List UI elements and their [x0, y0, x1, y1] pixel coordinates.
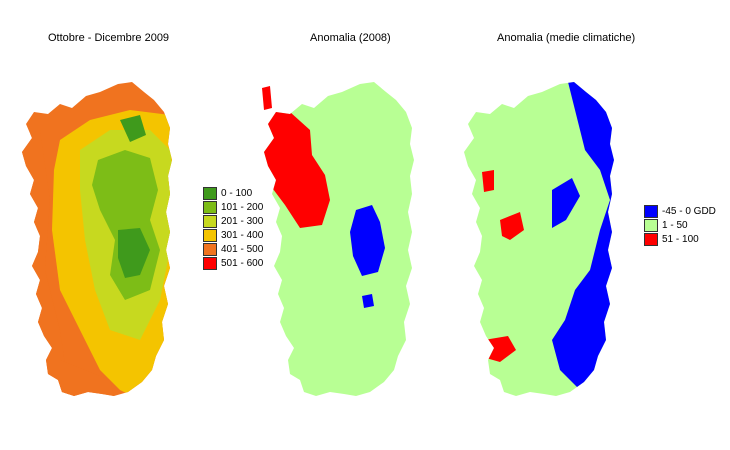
legend-item: 0 - 100	[203, 186, 263, 200]
legend-item: 401 - 500	[203, 242, 263, 256]
legend-label: 1 - 50	[662, 219, 688, 231]
legend-label: 501 - 600	[221, 257, 264, 269]
legend-item: 51 - 100	[644, 232, 716, 246]
legend-item: -45 - 0 GDD	[644, 204, 716, 218]
legend-label: 0 - 100	[221, 187, 253, 199]
map-anomaly-climate	[464, 82, 614, 396]
legend-item: 201 - 300	[203, 214, 263, 228]
anomaly-red-island	[262, 86, 272, 110]
legend-anomaly: -45 - 0 GDD 1 - 50 51 - 100	[644, 204, 716, 246]
legend-swatch	[644, 232, 658, 246]
zone-401-500-south	[60, 360, 120, 396]
legend-label: 301 - 400	[221, 229, 264, 241]
map-anomaly-2008	[262, 82, 452, 396]
legend-swatch	[203, 200, 217, 214]
map-gdd-oct-dec-2009	[22, 82, 172, 396]
legend-label: 101 - 200	[221, 201, 264, 213]
anomaly-red-east-small	[414, 254, 438, 270]
zone-0-100-b	[120, 115, 146, 142]
legend-swatch	[203, 228, 217, 242]
anomaly-red-east	[427, 186, 452, 215]
panel-title-gdd: Ottobre - Dicembre 2009	[48, 32, 170, 44]
legend-swatch	[644, 218, 658, 232]
legend-label: 201 - 300	[221, 215, 264, 227]
anomaly-red-west-b	[482, 170, 494, 192]
legend-swatch	[203, 256, 217, 270]
legend-swatch	[203, 242, 217, 256]
legend-label: -45 - 0 GDD	[662, 205, 716, 217]
legend-swatch	[644, 204, 658, 218]
anomaly-red-southwest	[484, 336, 516, 362]
legend-label: 51 - 100	[662, 233, 699, 245]
panel-title-anomaly-2008: Anomalia (2008)	[310, 32, 391, 44]
anomaly-red-northeast	[420, 96, 440, 114]
legend-gdd: 0 - 100 101 - 200 201 - 300 301 - 400 40…	[203, 186, 263, 270]
legend-swatch	[203, 214, 217, 228]
zone-0-100-a	[118, 228, 150, 278]
anomaly-blue-center	[350, 205, 385, 276]
anomaly-blue-small	[362, 294, 374, 308]
panel-title-anomaly-climate: Anomalia (medie climatiche)	[497, 32, 636, 44]
legend-item: 301 - 400	[203, 228, 263, 242]
anomaly-red-west-a	[500, 212, 524, 240]
anomaly-blue-mid	[552, 178, 580, 228]
legend-item: 1 - 50	[644, 218, 716, 232]
legend-item: 501 - 600	[203, 256, 263, 270]
legend-item: 101 - 200	[203, 200, 263, 214]
legend-label: 401 - 500	[221, 243, 264, 255]
anomaly-blue-east	[552, 82, 614, 396]
legend-swatch	[203, 186, 217, 200]
